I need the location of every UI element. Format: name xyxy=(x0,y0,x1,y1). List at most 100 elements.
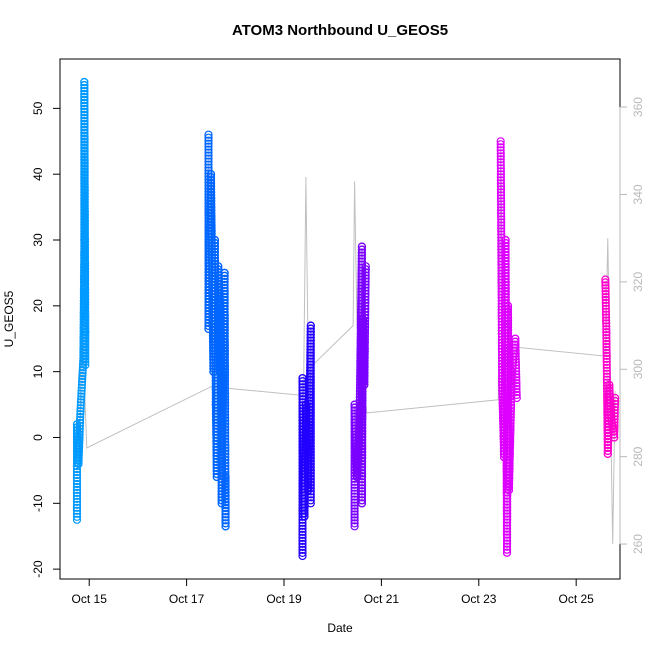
data-point xyxy=(80,237,90,246)
data-point xyxy=(81,352,90,361)
data-point xyxy=(501,254,510,263)
data-point xyxy=(357,484,367,493)
data-point xyxy=(610,400,620,409)
data-point xyxy=(505,443,515,452)
data-point xyxy=(602,357,611,366)
data-point xyxy=(306,363,315,372)
data-point xyxy=(298,545,307,555)
data-point xyxy=(503,515,512,524)
data-point xyxy=(72,488,82,497)
data-point xyxy=(605,386,614,395)
data-point xyxy=(207,197,216,206)
data-point xyxy=(601,304,611,313)
data-point xyxy=(220,289,229,299)
data-point xyxy=(75,421,85,430)
data-point xyxy=(358,453,367,463)
data-point xyxy=(306,336,315,345)
data-point xyxy=(204,136,213,145)
data-point xyxy=(503,301,513,310)
data-point xyxy=(80,231,90,240)
data-point xyxy=(497,209,506,218)
data-point xyxy=(220,283,229,293)
data-point xyxy=(215,294,224,303)
data-point xyxy=(503,539,512,548)
data-point xyxy=(80,270,90,279)
data-point xyxy=(80,168,89,177)
data-point xyxy=(497,233,506,242)
data-point xyxy=(80,162,89,171)
data-point xyxy=(306,408,315,417)
data-point xyxy=(501,247,510,257)
data-point xyxy=(75,424,84,433)
data-point xyxy=(220,296,229,305)
data-point xyxy=(79,284,89,293)
data-point xyxy=(357,475,367,484)
data-point xyxy=(357,493,366,502)
data-point xyxy=(300,503,309,512)
data-point xyxy=(497,236,506,245)
data-point xyxy=(602,360,611,369)
data-point xyxy=(81,358,90,367)
data-point xyxy=(505,452,514,461)
data-point xyxy=(605,392,615,401)
data-point xyxy=(221,431,230,440)
data-point xyxy=(220,293,229,302)
data-point xyxy=(210,244,219,254)
data-point xyxy=(602,345,611,355)
data-point xyxy=(306,396,315,405)
data-point xyxy=(610,412,619,421)
data-point xyxy=(80,228,90,237)
data-point xyxy=(504,322,513,332)
data-point xyxy=(360,344,369,353)
data-point xyxy=(80,180,89,189)
data-point xyxy=(207,200,216,209)
data-point xyxy=(360,338,369,347)
data-point xyxy=(361,295,370,304)
data-point xyxy=(210,250,219,260)
data-point xyxy=(350,522,359,531)
data-point xyxy=(503,503,512,512)
data-point xyxy=(507,401,516,410)
data-point xyxy=(610,403,620,412)
data-point xyxy=(361,304,370,313)
data-point xyxy=(358,450,367,460)
data-point xyxy=(603,440,613,449)
data-point xyxy=(306,339,315,348)
y-tick-label: 10 xyxy=(31,365,45,379)
data-point xyxy=(501,244,510,254)
data-point xyxy=(496,173,505,182)
data-point xyxy=(204,139,213,148)
data-point xyxy=(506,428,515,437)
data-point xyxy=(361,316,370,326)
data-point xyxy=(496,167,505,176)
data-point xyxy=(504,328,513,338)
data-point xyxy=(78,369,87,378)
data-point xyxy=(214,276,223,286)
data-point xyxy=(72,465,82,474)
data-point xyxy=(298,530,307,540)
data-point xyxy=(80,101,89,111)
data-point xyxy=(357,490,367,499)
data-point xyxy=(506,419,515,428)
data-point xyxy=(602,354,611,363)
data-point xyxy=(80,144,89,153)
data-point xyxy=(357,254,366,263)
data-point xyxy=(80,186,89,195)
data-point xyxy=(220,371,230,380)
data-point xyxy=(80,276,90,285)
data-point xyxy=(220,326,229,335)
data-point xyxy=(80,201,89,210)
data-point xyxy=(358,396,367,405)
data-point xyxy=(503,310,513,319)
data-point xyxy=(220,277,229,287)
data-point xyxy=(506,413,515,422)
data-point xyxy=(361,277,370,286)
data-point xyxy=(505,458,514,467)
data-point xyxy=(511,349,520,358)
data-point xyxy=(80,213,90,222)
right-tick-label: 360 xyxy=(631,97,645,117)
data-point xyxy=(357,487,367,496)
data-point xyxy=(80,89,89,99)
data-point xyxy=(358,411,367,420)
data-point xyxy=(76,407,85,416)
